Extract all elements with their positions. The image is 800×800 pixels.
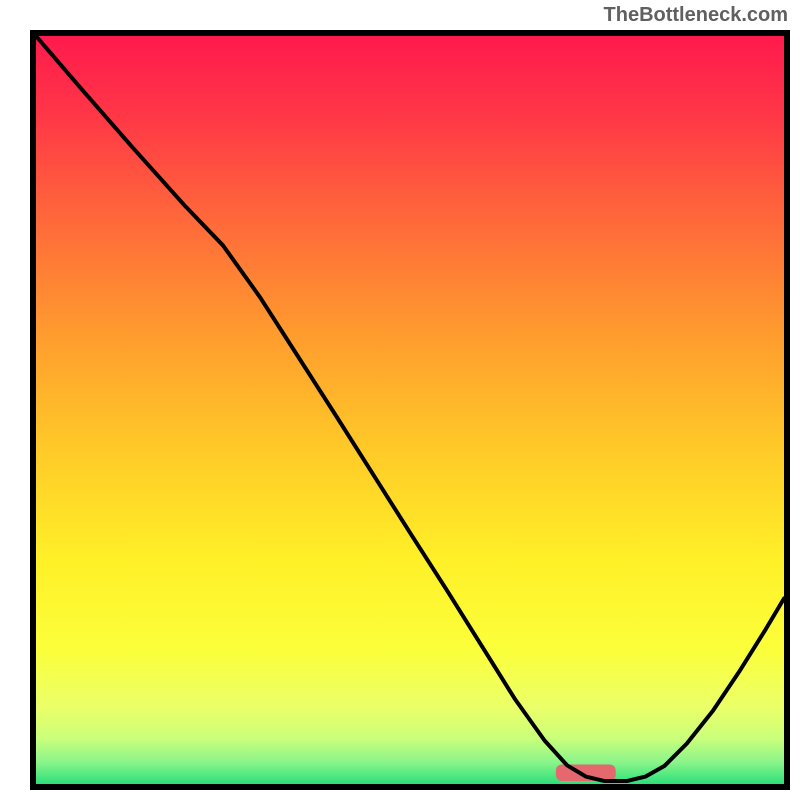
gradient-background — [36, 36, 784, 784]
watermark-text: TheBottleneck.com — [604, 4, 788, 27]
bottleneck-chart — [0, 0, 800, 800]
